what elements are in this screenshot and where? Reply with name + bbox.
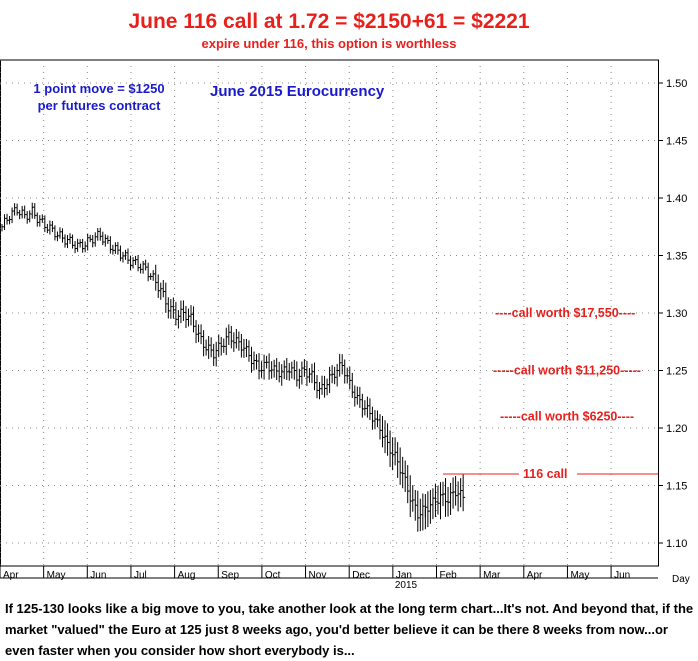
x-tick-label: Nov [309, 570, 327, 581]
call-label-bg [519, 466, 577, 481]
x-tick-label: Oct [265, 570, 281, 581]
call-value-annotation: -----call worth $11,250----- [493, 364, 641, 378]
chart-subtitle: expire under 116, this option is worthle… [201, 36, 457, 51]
point-move-note: 1 point move = $1250 per futures contrac… [10, 80, 188, 114]
x-tick-label: Apr [3, 570, 19, 581]
x-tick-label: Jun [90, 570, 106, 581]
x-tick-label: Sep [221, 570, 239, 581]
point-move-note-line-1: 1 point move = $1250 [33, 81, 165, 96]
x-tick-label: Jan [396, 570, 412, 581]
y-tick-label: 1.10 [666, 538, 687, 550]
x-tick-label: Jul [134, 570, 147, 581]
x-tick-label: May [570, 570, 589, 581]
price-chart-svg: 1.10 1.15 1.20 1.25 1.30 1.35 1.40 1.45 1.50 Apr M… [0, 59, 690, 591]
chart-title: June 116 call at 1.72 = $2150+61 = $2221 [128, 10, 530, 33]
call-value-annotation: -----call worth $6250---- [500, 410, 634, 424]
x-tick-label: Apr [527, 570, 543, 581]
y-tick-label: 1.20 [666, 423, 687, 435]
x-tick-label: Dec [352, 570, 370, 581]
call-value-annotation: ----call worth $17,550---- [495, 306, 635, 320]
x-tick-label: Aug [178, 570, 196, 581]
point-move-note-line-2: per futures contract [37, 98, 161, 113]
x-tick-label: May [47, 570, 66, 581]
x-tick-label: Feb [440, 570, 458, 581]
y-tick-label: 1.40 [666, 193, 687, 205]
y-tick-label: 1.30 [666, 308, 687, 320]
y-tick-label: 1.50 [666, 78, 687, 90]
contract-name: June 2015 Eurocurrency [210, 83, 385, 100]
call-strike-label: 116 call [523, 467, 568, 481]
commentary-text: If 125-130 looks like a big move to you,… [5, 601, 694, 658]
y-tick-label: 1.35 [666, 251, 687, 263]
x-tick-label: Mar [483, 570, 501, 581]
year-label: 2015 [395, 580, 418, 591]
x-axis-unit-label: Day [672, 574, 690, 585]
y-tick-label: 1.25 [666, 366, 687, 378]
x-tick-label: Jun [614, 570, 630, 581]
y-tick-label: 1.15 [666, 481, 687, 493]
y-tick-label: 1.45 [666, 136, 687, 148]
